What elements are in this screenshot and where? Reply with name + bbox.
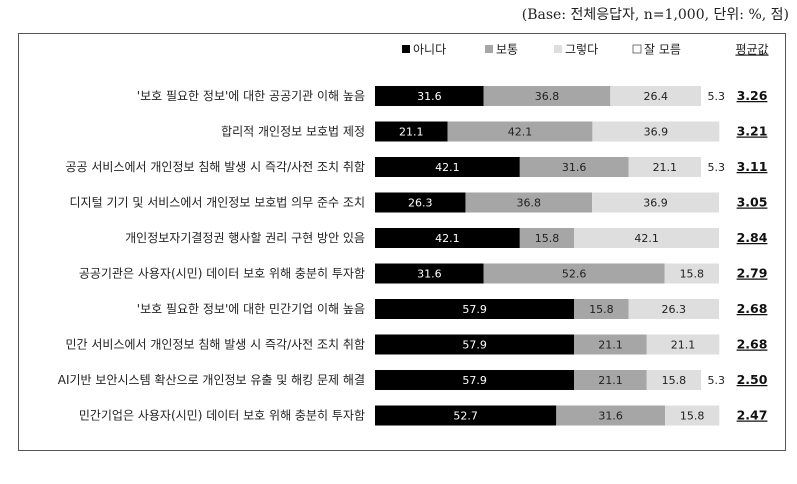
data-label: 36.8 — [535, 90, 560, 103]
data-label: 5.3 — [707, 90, 725, 103]
bar-segment — [574, 370, 647, 390]
category-label: 민간기업은 사용자(시민) 데이터 보호 위해 충분히 투자함 — [79, 409, 365, 423]
data-label: 15.8 — [662, 374, 687, 387]
bar-segment — [664, 263, 719, 284]
bar-segment — [701, 157, 720, 177]
bar-segment — [375, 157, 520, 177]
bar-segment — [375, 263, 484, 284]
average-value: 2.68 — [737, 337, 768, 352]
data-label: 15.8 — [680, 410, 705, 423]
data-label: 15.8 — [680, 268, 705, 281]
bar-segment — [483, 263, 665, 284]
bar-segment — [375, 121, 448, 142]
category-label: 디지털 기기 및 서비스에서 개인정보 보호법 의무 준수 조치 — [70, 196, 365, 210]
bar-segment — [375, 334, 575, 355]
average-value: 3.26 — [737, 88, 768, 103]
category-label: 공공기관은 사용자(시민) 데이터 보호 위해 충분히 투자함 — [79, 267, 365, 281]
legend-label-2: 보통 — [496, 43, 518, 57]
bar-segment — [664, 405, 720, 426]
bar-segment — [574, 228, 719, 248]
data-label: 21.1 — [598, 339, 623, 352]
category-label: 합리적 개인정보 보호법 제정 — [221, 125, 365, 139]
data-label: 15.8 — [589, 303, 614, 316]
bar-segment — [646, 334, 720, 355]
bar-segment — [519, 157, 629, 177]
data-label: 21.1 — [653, 161, 678, 174]
chart-frame: 아니다 보통 그렇다 잘 모름 평균값 '보호 필요한 정보'에 대한 공공기관 이해 높… — [18, 33, 786, 451]
average-value: 2.50 — [737, 372, 768, 387]
average-value: 2.47 — [737, 408, 768, 423]
average-value: 2.79 — [737, 266, 768, 281]
data-label: 5.3 — [707, 161, 725, 174]
category-label: 개인정보자기결정권 행사할 권리 구현 방안 있음 — [125, 230, 365, 245]
bar-segment — [375, 192, 466, 213]
bar-segment — [701, 370, 720, 390]
bar-segment — [628, 157, 702, 177]
data-label: 57.9 — [462, 339, 487, 352]
legend-label-1: 아니다 — [413, 43, 446, 57]
bar-segment — [447, 121, 593, 142]
base-note: (Base: 전체응답자, n=1,000, 단위: %, 점) — [521, 7, 789, 23]
data-label: 26.3 — [662, 303, 687, 316]
legend-label-4: 잘 모름 — [644, 43, 681, 57]
bar-segment — [610, 86, 702, 106]
data-label: 21.1 — [671, 339, 696, 352]
bar-segment — [465, 192, 593, 213]
bar-segment — [556, 405, 665, 426]
bar-segment — [375, 405, 557, 426]
average-value: 2.68 — [737, 301, 768, 316]
category-label: 공공 서비스에서 개인정보 침해 발생 시 즉각/사전 조치 취함 — [65, 160, 365, 174]
legend-swatch-3 — [554, 45, 562, 53]
average-value: 3.11 — [737, 159, 768, 174]
legend-swatch-1 — [402, 45, 410, 53]
data-label: 15.8 — [535, 232, 560, 245]
category-label: '보호 필요한 정보'에 대한 민간기업 이해 높음 — [137, 302, 365, 316]
data-label: 31.6 — [417, 90, 442, 103]
bar-segment — [375, 370, 575, 390]
bar-segment — [519, 228, 575, 248]
data-label: 36.9 — [643, 197, 668, 210]
bar-segment — [375, 228, 520, 248]
data-label: 26.3 — [408, 197, 433, 210]
data-label: 36.8 — [517, 197, 542, 210]
bar-segment — [592, 121, 720, 142]
stacked-bar-chart: 아니다 보통 그렇다 잘 모름 평균값 '보호 필요한 정보'에 대한 공공기관 이해 높… — [58, 42, 769, 426]
average-value: 3.21 — [737, 124, 768, 139]
category-label: 민간 서비스에서 개인정보 침해 발생 시 즉각/사전 조치 취함 — [65, 338, 365, 352]
category-label: AI기반 보안시스템 확산으로 개인정보 유출 및 해킹 문제 해결 — [58, 373, 365, 387]
data-label: 21.1 — [399, 126, 424, 139]
data-label: 42.1 — [435, 161, 460, 174]
data-label: 42.1 — [435, 232, 460, 245]
legend-label-3: 그렇다 — [565, 42, 598, 57]
legend-swatch-4 — [632, 44, 642, 54]
bar-segment — [701, 86, 720, 106]
data-label: 57.9 — [462, 303, 487, 316]
data-label: 21.1 — [598, 374, 623, 387]
data-label: 42.1 — [634, 232, 659, 245]
bar-segment — [628, 299, 719, 319]
legend-swatch-2 — [485, 45, 493, 53]
average-value: 3.05 — [737, 195, 768, 210]
bar-segment — [483, 86, 611, 106]
avg-header: 평균값 — [735, 43, 768, 57]
bar-segment — [375, 299, 575, 319]
data-label: 31.6 — [598, 410, 623, 423]
data-label: 52.7 — [453, 410, 478, 423]
bar-segment — [574, 299, 629, 319]
bar-segment — [646, 370, 702, 390]
bar-segment — [592, 192, 719, 213]
data-label: 5.3 — [707, 374, 725, 387]
data-label: 42.1 — [508, 126, 533, 139]
average-value: 2.84 — [737, 230, 768, 245]
data-label: 31.6 — [562, 161, 587, 174]
data-label: 31.6 — [417, 268, 442, 281]
category-label: '보호 필요한 정보'에 대한 공공기관 이해 높음 — [137, 89, 365, 103]
data-label: 52.6 — [562, 268, 587, 281]
bar-segment — [375, 86, 484, 106]
bar-segment — [574, 334, 647, 355]
data-label: 36.9 — [644, 126, 669, 139]
data-label: 26.4 — [643, 90, 668, 103]
data-label: 57.9 — [462, 374, 487, 387]
